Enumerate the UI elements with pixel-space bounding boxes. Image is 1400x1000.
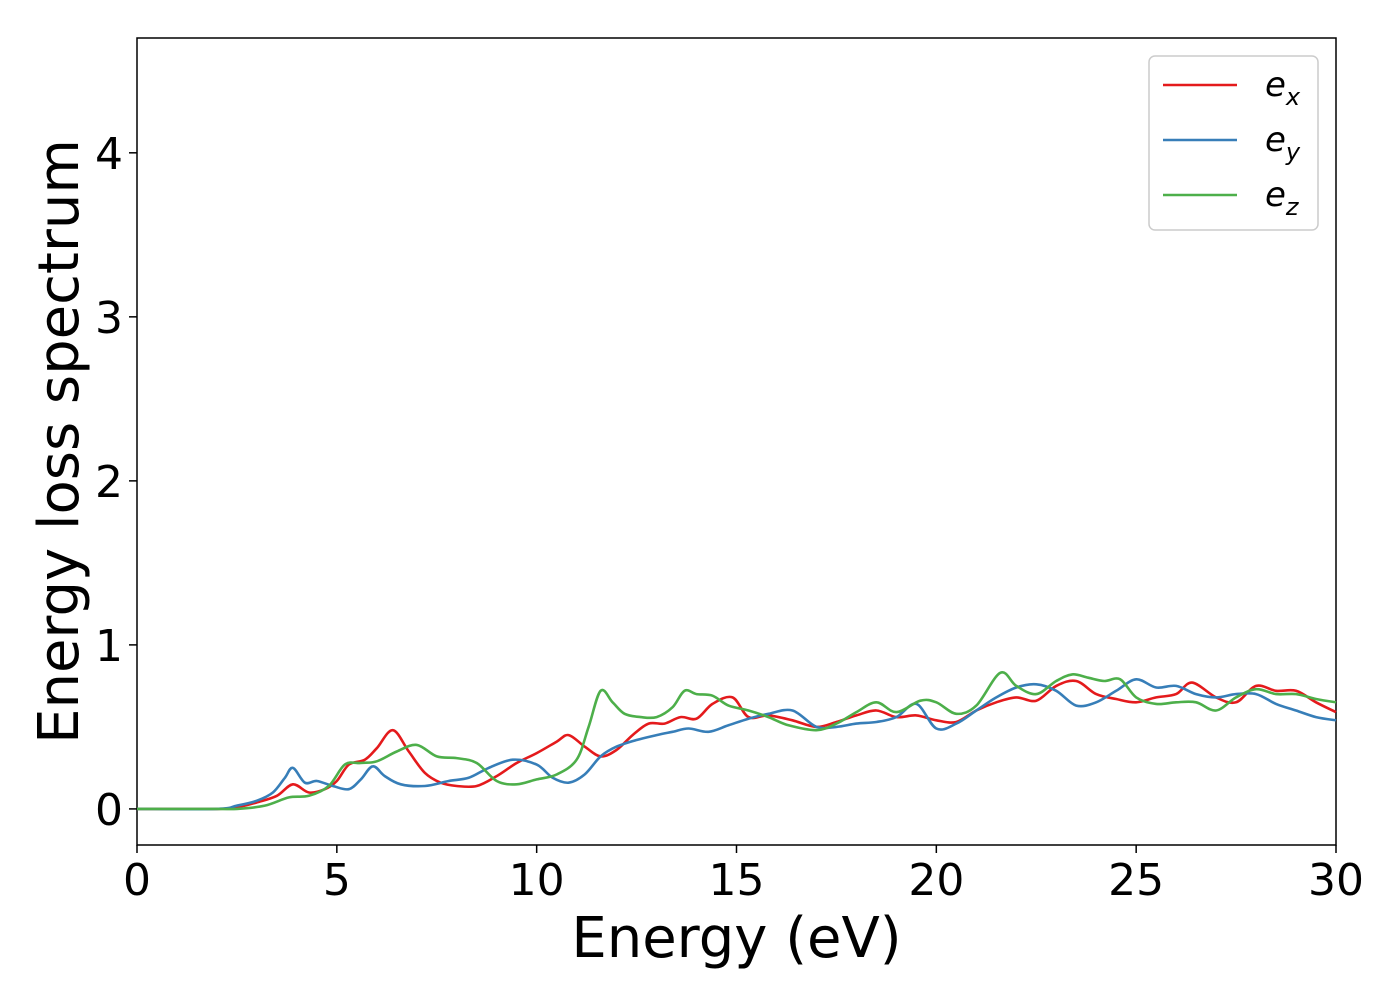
y-tick-label: 4	[95, 129, 123, 180]
y-tick-label: 0	[95, 785, 123, 836]
legend-label-base: e	[1265, 65, 1286, 105]
x-tick-label: 5	[323, 855, 351, 906]
x-tick-label: 0	[123, 855, 151, 906]
series-line-y	[136, 678, 1337, 811]
legend-label-base: e	[1265, 175, 1286, 215]
x-tick-label: 20	[908, 855, 964, 906]
y-axis-label: Energy loss spectrum	[27, 139, 92, 744]
legend-label-subscript: x	[1285, 83, 1301, 111]
legend-label-subscript: z	[1285, 193, 1300, 221]
x-tick-label: 25	[1108, 855, 1164, 906]
series-line-x	[136, 679, 1337, 811]
x-tick-label: 15	[709, 855, 765, 906]
legend-label-y: ey	[1265, 120, 1301, 166]
legend-label-base: e	[1265, 120, 1286, 160]
series-group	[136, 670, 1337, 811]
legend-label-subscript: y	[1285, 138, 1301, 166]
legend-label-x: ex	[1265, 65, 1301, 111]
x-axis-label: Energy (eV)	[571, 906, 901, 971]
y-axis-ticks: 0 1 2 3 4	[95, 129, 137, 836]
y-tick-label: 1	[95, 621, 123, 672]
legend-box	[1148, 55, 1319, 231]
series-line-z	[137, 670, 1337, 811]
x-tick-label: 30	[1308, 855, 1364, 906]
y-tick-label: 2	[95, 457, 123, 508]
x-axis-ticks: 0 5 10 15 20 25 30	[123, 845, 1364, 906]
legend-label-z: ez	[1265, 175, 1300, 221]
y-tick-label: 3	[95, 293, 123, 344]
x-tick-label: 10	[509, 855, 565, 906]
